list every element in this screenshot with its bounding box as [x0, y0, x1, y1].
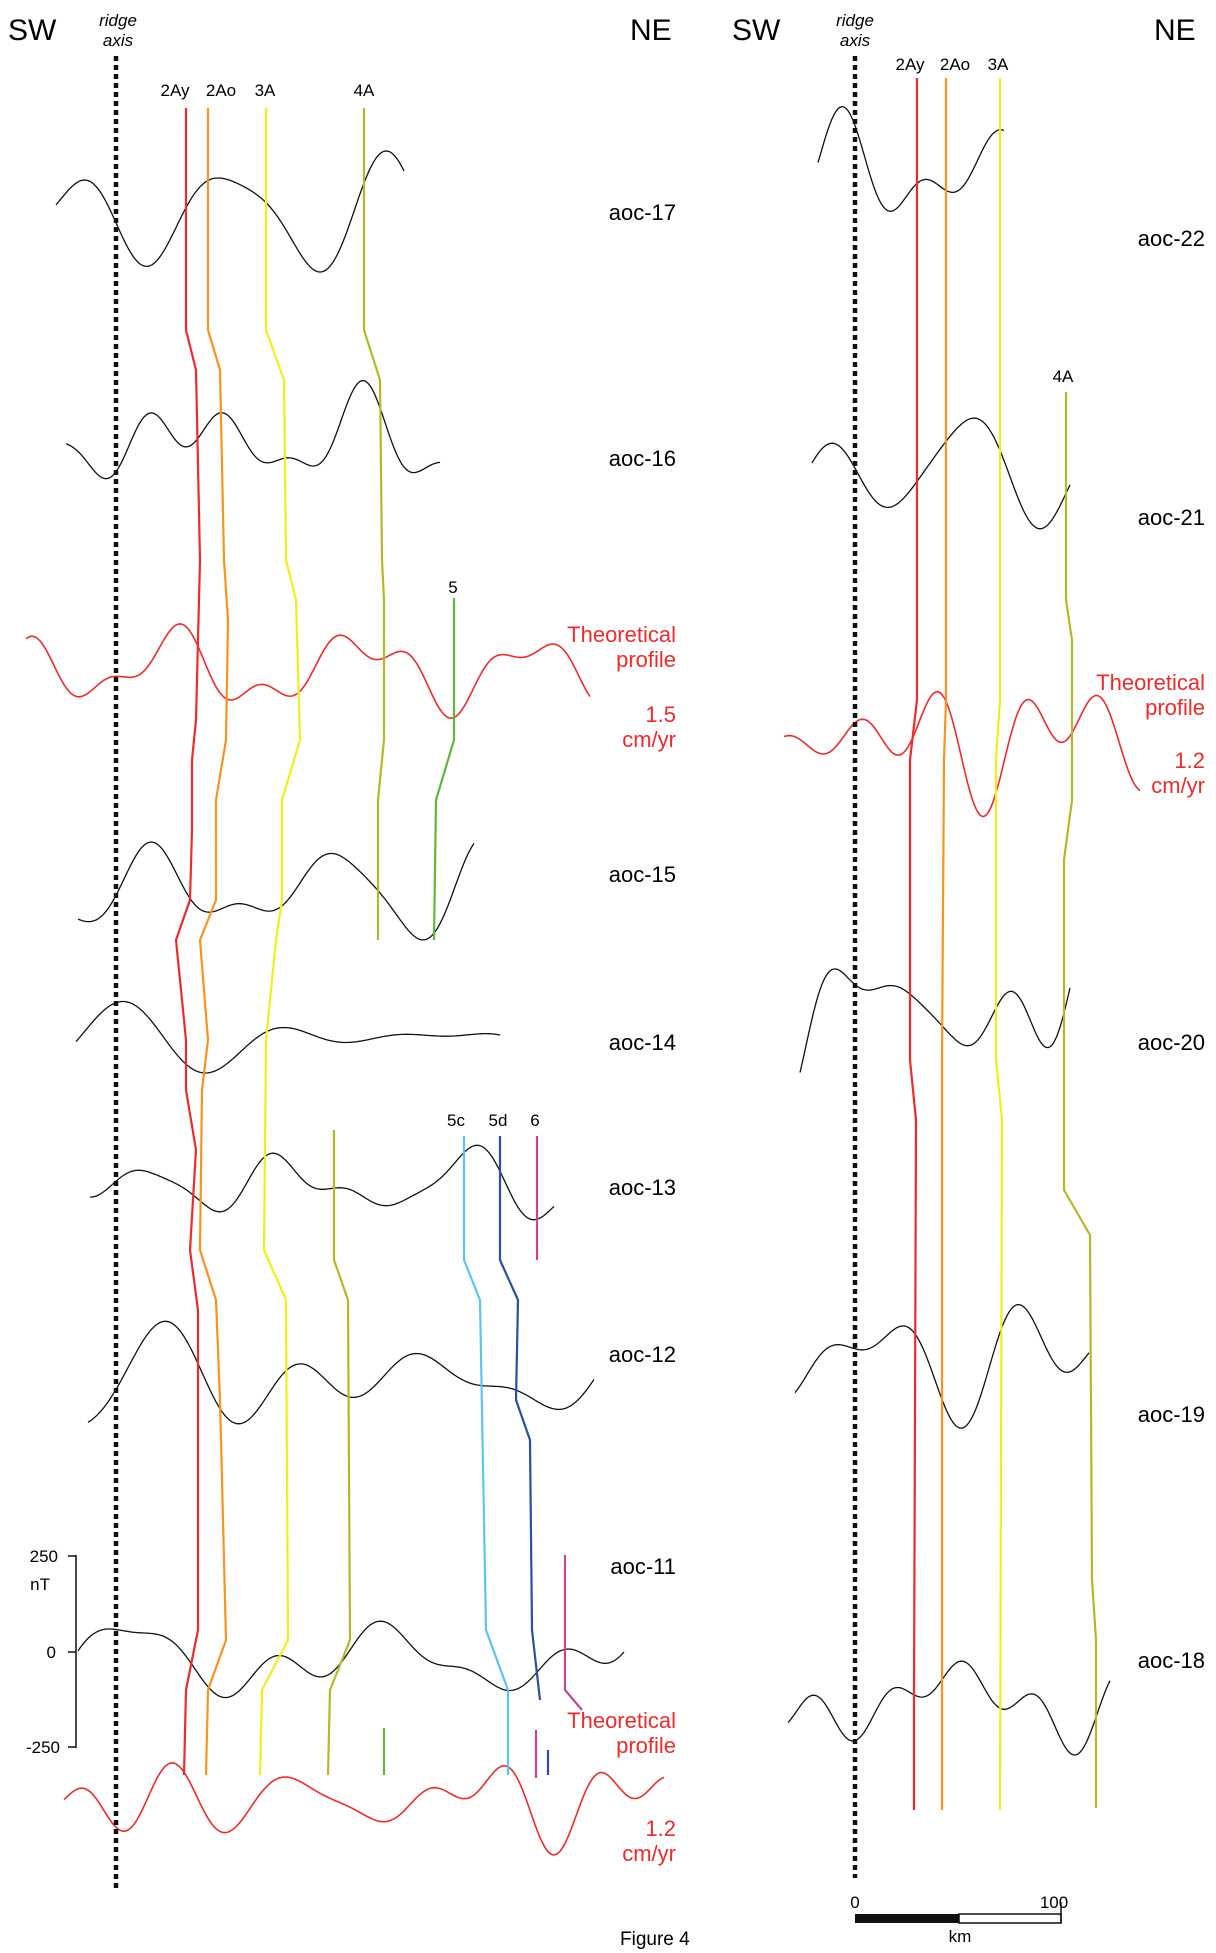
theoretical-label-line-4: cm/yr — [622, 727, 676, 752]
amplitude-tick-label-mid: 0 — [47, 1643, 56, 1662]
left-ne-label: NE — [630, 14, 672, 47]
chron-label-3A: 3A — [255, 81, 276, 100]
figure-caption: Figure 4 — [620, 1929, 690, 1950]
chron-line-4A-14 — [1062, 392, 1098, 1808]
profile-trace-aoc-17 — [55, 150, 405, 273]
profile-label-aoc-22: aoc-22 — [1138, 226, 1205, 251]
chron-line-2Ao-12 — [940, 78, 948, 1810]
profile-trace-aoc-22 — [817, 105, 1005, 212]
profile-trace-aoc-16 — [65, 379, 441, 480]
right-chron-label-2Ay: 2Ay — [896, 55, 925, 74]
chron-label-2Ay: 2Ay — [161, 81, 190, 100]
profile-label-aoc-16: aoc-16 — [609, 446, 676, 471]
left-ridge-axis-label-1: ridge — [99, 11, 137, 30]
distance-scale-white — [958, 1913, 1062, 1924]
chron-line-5c-6 — [462, 1136, 510, 1775]
profile-label-aoc-21: aoc-21 — [1138, 505, 1205, 530]
amplitude-tick-label-bottom: -250 — [26, 1738, 60, 1757]
theoretical-label-line-3: 1.5 — [645, 702, 676, 727]
right-sw-label: SW — [732, 14, 781, 47]
profile-trace-aoc-13 — [89, 1144, 555, 1221]
chron-label-2Ao: 2Ao — [206, 81, 236, 100]
distance-scale-bar: 0 100 km — [850, 1893, 1068, 1946]
chron-label-4A: 4A — [354, 81, 375, 100]
profile-trace-aoc-21 — [811, 417, 1071, 530]
right-theoretical-label-line-4: cm/yr — [1151, 773, 1205, 798]
theoretical-label-2-line-2: profile — [616, 1733, 676, 1758]
chron-label-5: 5 — [448, 578, 457, 597]
right-theoretical-label-line-3: 1.2 — [1174, 748, 1205, 773]
distance-scale-black — [855, 1914, 959, 1923]
chron-line-4A-3 — [362, 108, 386, 940]
profile-trace-aoc-14 — [75, 1000, 501, 1074]
left-sw-label: SW — [8, 14, 57, 47]
theoretical-label-line-1: Theoretical — [567, 622, 676, 647]
profile-trace-theoretical-1.2 — [783, 690, 1141, 818]
profile-trace-aoc-20 — [799, 968, 1071, 1073]
profile-label-aoc-11: aoc-11 — [610, 1554, 676, 1579]
theoretical-label-2-line-4: cm/yr — [622, 1841, 676, 1866]
chron-label-6: 6 — [530, 1111, 539, 1130]
right-ne-label: NE — [1154, 14, 1196, 47]
chron-line-3A-13 — [994, 78, 1004, 1811]
profile-label-aoc-13: aoc-13 — [609, 1175, 676, 1200]
amplitude-tick-label-top: 250 — [30, 1547, 58, 1566]
chron-label-5d: 5d — [489, 1111, 508, 1130]
chron-line-4A-4 — [326, 1130, 352, 1776]
profile-label-aoc-14: aoc-14 — [609, 1030, 676, 1055]
chron-line-3A-2 — [258, 108, 302, 1776]
right-panel: SW NE ridge axis 2Ay 2Ao 3A 4A aoc-22 ao… — [732, 11, 1205, 1946]
left-ridge-axis-label-2: axis — [103, 31, 134, 50]
amplitude-scale: 250 nT 0 -250 — [26, 1547, 77, 1757]
theoretical-label-2-line-1: Theoretical — [567, 1708, 676, 1733]
chron-line-5d-7 — [498, 1136, 542, 1701]
chron-line-2Ay-0 — [174, 108, 202, 1776]
right-theoretical-label-line-2: profile — [1145, 695, 1205, 720]
amplitude-unit-label: nT — [30, 1575, 50, 1594]
right-chron-label-4A: 4A — [1053, 367, 1074, 386]
ridge-axis-lines — [113, 56, 858, 1890]
profile-trace-aoc-15 — [77, 841, 475, 941]
profile-traces — [25, 105, 1141, 1856]
distance-unit-label: km — [949, 1927, 972, 1946]
profile-label-aoc-17: aoc-17 — [609, 200, 676, 225]
right-chron-label-2Ao: 2Ao — [940, 55, 970, 74]
profile-label-aoc-15: aoc-15 — [609, 862, 676, 887]
right-ridge-axis-label-1: ridge — [836, 11, 874, 30]
distance-tick-label-end: 100 — [1040, 1893, 1068, 1912]
profile-trace-theoretical-1.5 — [25, 623, 591, 719]
right-ridge-axis-label-2: axis — [840, 31, 871, 50]
profile-label-aoc-12: aoc-12 — [609, 1342, 676, 1367]
right-theoretical-label-line-1: Theoretical — [1096, 670, 1205, 695]
profile-trace-aoc-12 — [87, 1320, 595, 1425]
profile-label-aoc-18: aoc-18 — [1138, 1648, 1205, 1673]
right-chron-label-3A: 3A — [988, 55, 1009, 74]
chron-correlation-lines — [174, 78, 1098, 1811]
chron-line-2Ao-1 — [198, 108, 230, 1776]
theoretical-label-2-line-3: 1.2 — [645, 1816, 676, 1841]
distance-tick-label-start: 0 — [850, 1893, 859, 1912]
left-panel: SW NE ridge axis 2Ay 2Ao 3A 4A 5 5c 5d 6… — [8, 11, 676, 1866]
chron-line-2Ay-11 — [908, 78, 919, 1810]
chron-label-5c: 5c — [447, 1111, 465, 1130]
profile-trace-aoc-11 — [77, 1620, 625, 1699]
theoretical-label-line-2: profile — [616, 647, 676, 672]
chron-line-5-5 — [432, 598, 456, 941]
profile-label-aoc-19: aoc-19 — [1138, 1402, 1205, 1427]
profile-trace-aoc-18 — [787, 1660, 1111, 1756]
profile-trace-theoretical-1.2 — [63, 1762, 665, 1856]
chron-line-6-10 — [563, 1555, 583, 1711]
profile-label-aoc-20: aoc-20 — [1138, 1030, 1205, 1055]
